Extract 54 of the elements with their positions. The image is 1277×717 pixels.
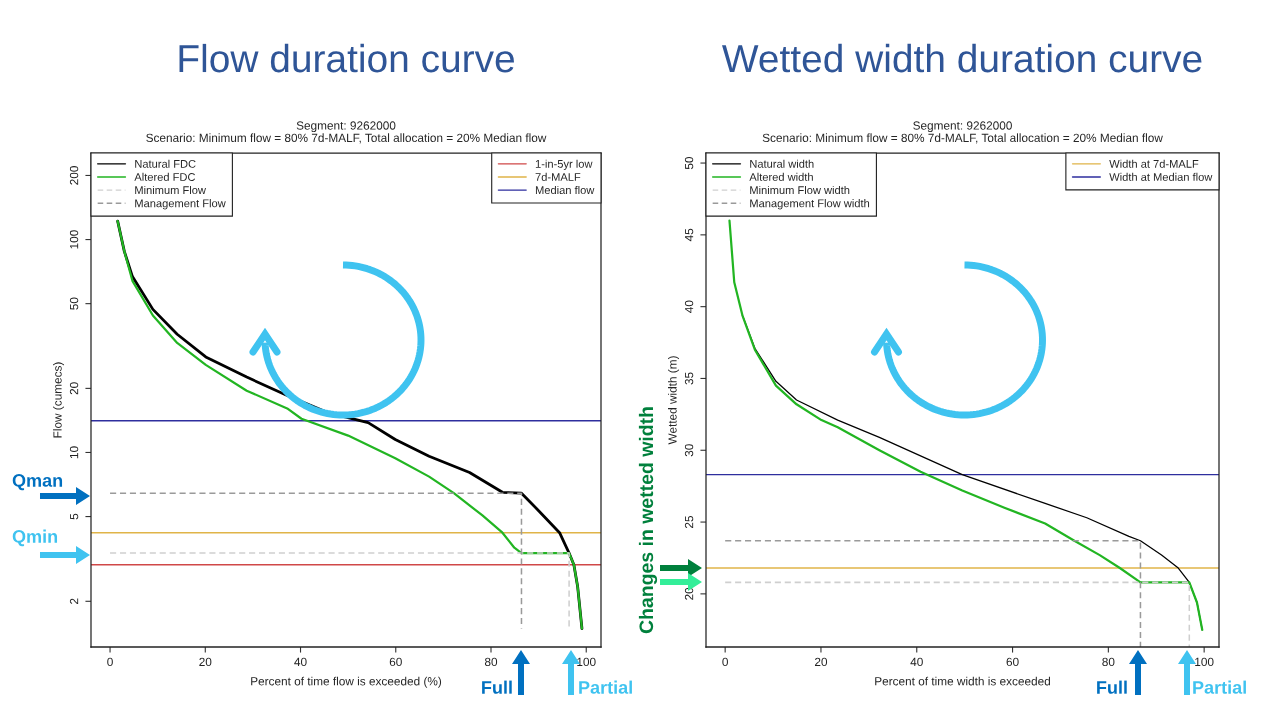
y-tick-label: 2 bbox=[69, 598, 79, 604]
x-tick-label: 40 bbox=[910, 657, 923, 667]
y-tick-label: 30 bbox=[684, 444, 694, 457]
y-tick-label: 5 bbox=[70, 513, 79, 520]
x-tick-label: 80 bbox=[484, 657, 498, 667]
legend-label: Natural width bbox=[750, 159, 814, 168]
legend-label: Management Flow width bbox=[750, 199, 870, 210]
x-tick-label: 100 bbox=[1195, 657, 1214, 667]
y-tick-label: 10 bbox=[69, 446, 79, 459]
line-series bbox=[728, 219, 1204, 631]
legend-label: Median flow bbox=[535, 185, 595, 195]
text: Changes in wetted width bbox=[638, 407, 658, 634]
chart-subtitle: Segment: 9262000 Scenario: Minimum flow = 80% 7d-MALF, Total allocation = 20% Median flow bbox=[762, 121, 1163, 144]
text: Qman bbox=[12, 474, 63, 491]
legend-label: Width at Median flow bbox=[1109, 172, 1213, 181]
legend-label: Management Flow bbox=[135, 199, 226, 210]
y-tick-label: 20 bbox=[69, 382, 79, 395]
y-tick-label: 35 bbox=[684, 372, 694, 385]
legend-label: Width at 7d-MALF bbox=[1109, 159, 1199, 168]
y-tick-label: 40 bbox=[684, 300, 694, 313]
chart-title: Flow duration curve bbox=[179, 43, 514, 73]
x-tick-label: 80 bbox=[1102, 657, 1115, 667]
y-axis-title: Flow (cumecs) bbox=[53, 362, 65, 438]
y-tick-label: 100 bbox=[69, 230, 79, 249]
text: Partial bbox=[1193, 680, 1246, 694]
legend-label: Minimum Flow bbox=[135, 185, 206, 195]
legend-label: 1-in-5yr low bbox=[535, 159, 593, 171]
y-tick-label: 25 bbox=[684, 515, 694, 529]
chart-title: Wetted width duration curve bbox=[722, 43, 1202, 73]
y-axis-title: Wetted width (m) bbox=[668, 356, 680, 445]
legend-label: Natural FDC bbox=[135, 159, 196, 168]
x-tick-label: 20 bbox=[814, 657, 828, 667]
y-tick-label: 45 bbox=[685, 228, 694, 242]
chart-subtitle: Segment: 9262000 Scenario: Minimum flow = 80% 7d-MALF, Total allocation = 20% Median flow bbox=[146, 121, 547, 144]
x-tick-label: 60 bbox=[389, 657, 402, 667]
text: Partial bbox=[579, 680, 632, 694]
x-tick-label: 0 bbox=[722, 657, 728, 667]
legend-label: Minimum Flow width bbox=[750, 185, 850, 195]
text: Full bbox=[1097, 680, 1127, 694]
x-axis-title: Percent of time width is exceeded bbox=[875, 676, 1050, 686]
x-tick-label: 0 bbox=[107, 657, 113, 667]
legend-label: 7d-MALF bbox=[535, 172, 581, 181]
x-tick-label: 20 bbox=[199, 657, 212, 667]
legend-label: Altered width bbox=[749, 172, 813, 181]
legend-label: Altered FDC bbox=[134, 172, 196, 181]
y-tick-label: 200 bbox=[69, 166, 79, 185]
y-tick-label: 50 bbox=[684, 156, 694, 170]
x-tick-label: 60 bbox=[1006, 657, 1019, 667]
x-tick-label: 100 bbox=[577, 657, 596, 667]
y-tick-label: 50 bbox=[69, 297, 79, 310]
x-axis-title: Percent of time flow is exceeded (%) bbox=[251, 676, 442, 688]
text: Full bbox=[482, 680, 512, 694]
x-tick-label: 40 bbox=[294, 657, 307, 667]
text: Qmin bbox=[12, 529, 58, 547]
